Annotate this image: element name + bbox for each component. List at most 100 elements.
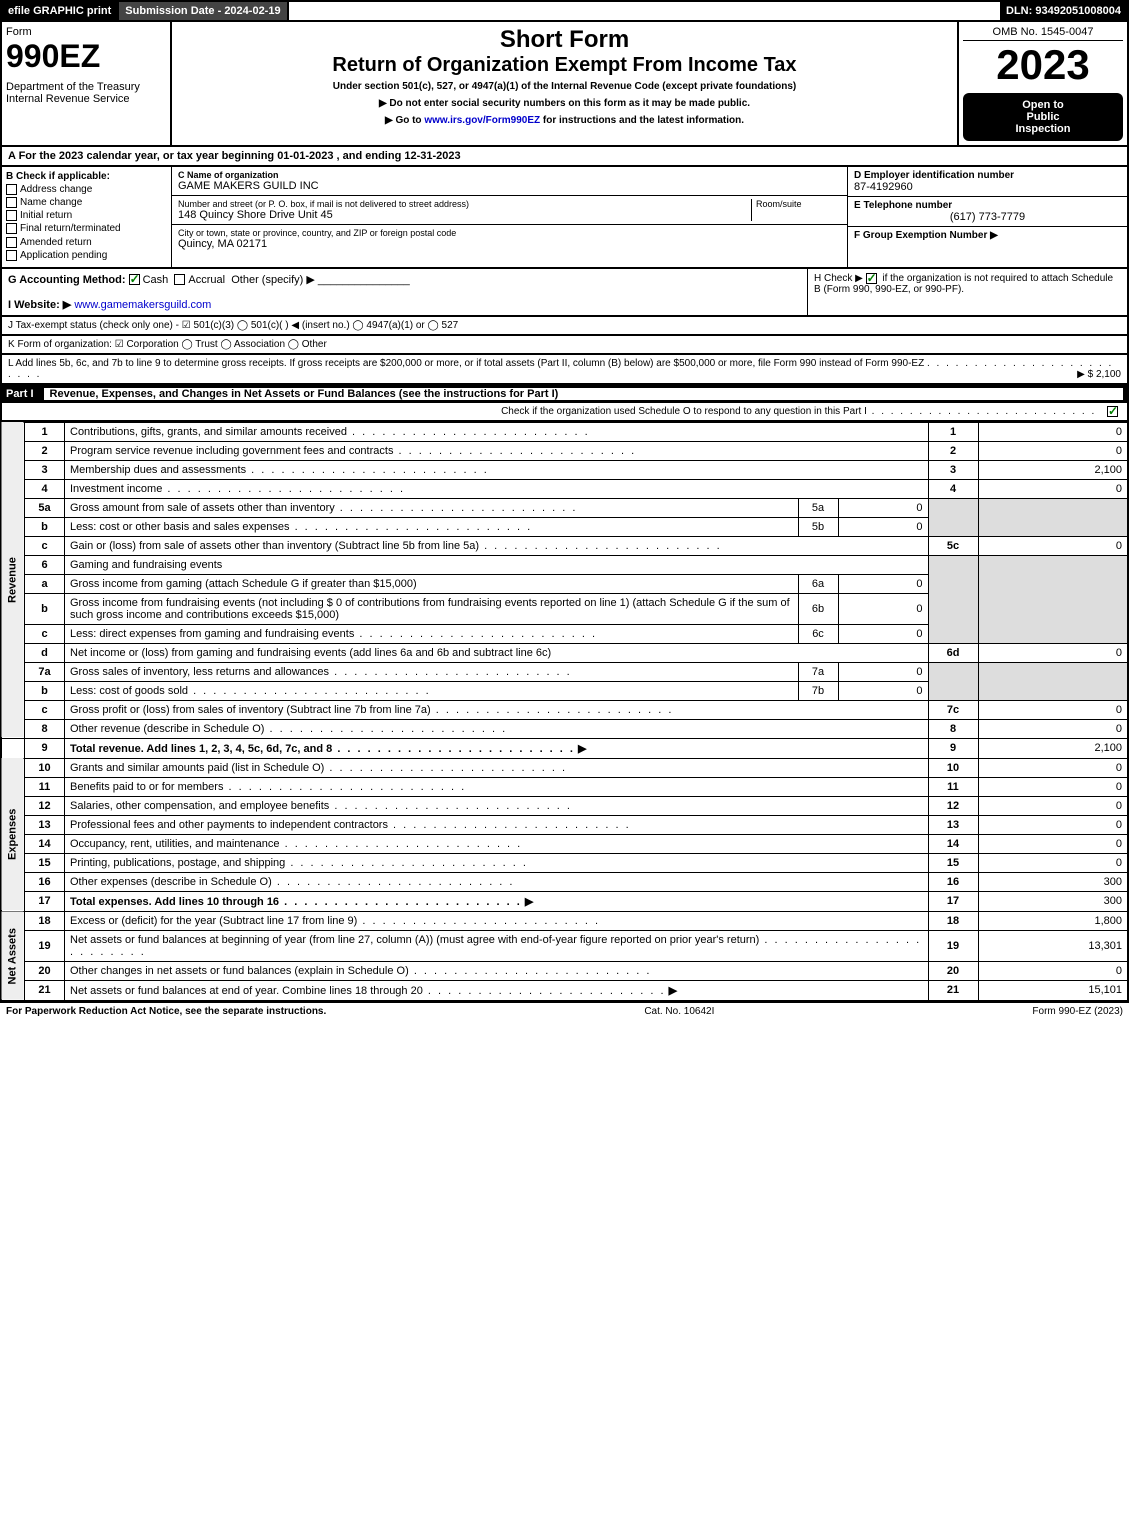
open3: Inspection: [969, 123, 1117, 135]
revenue-label: Revenue: [1, 422, 25, 738]
part1-title: Revenue, Expenses, and Changes in Net As…: [44, 388, 1123, 400]
l15-num: 15: [25, 853, 65, 872]
addr: 148 Quincy Shore Drive Unit 45: [178, 209, 751, 221]
l21-num: 21: [25, 980, 65, 1001]
city: Quincy, MA 02171: [178, 238, 841, 250]
l20-amt: 0: [978, 961, 1128, 980]
part1-label: Part I: [6, 388, 44, 400]
l10-amt: 0: [978, 758, 1128, 777]
l6b-num: b: [25, 593, 65, 624]
chk-address: Address change: [6, 184, 167, 195]
l7c-desc: Gross profit or (loss) from sales of inv…: [70, 704, 673, 716]
accrual-label: Accrual: [188, 274, 225, 286]
l7b-desc: Less: cost of goods sold: [70, 685, 431, 697]
chk-pending: Application pending: [6, 250, 167, 261]
section-a: A For the 2023 calendar year, or tax yea…: [0, 147, 1129, 167]
l4-amt: 0: [978, 479, 1128, 498]
chk-cash[interactable]: [129, 274, 140, 285]
l2-col: 2: [928, 441, 978, 460]
l7c-amt: 0: [978, 700, 1128, 719]
efile-label[interactable]: efile GRAPHIC print: [2, 2, 119, 20]
col-b-title: B Check if applicable:: [6, 171, 167, 182]
irs-link[interactable]: www.irs.gov/Form990EZ: [424, 115, 540, 126]
note2-pre: ▶ Go to: [385, 115, 424, 126]
form-label: Form: [6, 26, 166, 38]
chk-schedule-b[interactable]: [866, 273, 877, 284]
l5a-sub: 5a: [798, 498, 838, 517]
l17-desc: Total expenses. Add lines 10 through 16: [70, 896, 522, 908]
col-de: D Employer identification number 87-4192…: [847, 167, 1127, 267]
l21-col: 21: [928, 980, 978, 1001]
l5b-sub: 5b: [798, 517, 838, 536]
form-header: Form 990EZ Department of the Treasury In…: [0, 22, 1129, 147]
i-label: I Website: ▶: [8, 299, 71, 311]
l10-desc: Grants and similar amounts paid (list in…: [70, 762, 567, 774]
l5c-desc: Gain or (loss) from sale of assets other…: [70, 540, 722, 552]
l16-col: 16: [928, 872, 978, 891]
expenses-label: Expenses: [1, 758, 25, 911]
l1-desc: Contributions, gifts, grants, and simila…: [70, 426, 590, 438]
l13-col: 13: [928, 815, 978, 834]
part1-check-note: Check if the organization used Schedule …: [501, 406, 1096, 417]
col-b: B Check if applicable: Address change Na…: [2, 167, 172, 267]
footer-left: For Paperwork Reduction Act Notice, see …: [6, 1006, 326, 1017]
l19-amt: 13,301: [978, 930, 1128, 961]
part1-check-row: Check if the organization used Schedule …: [0, 403, 1129, 422]
l17-col: 17: [928, 891, 978, 911]
lines-table: Revenue 1 Contributions, gifts, grants, a…: [0, 422, 1129, 1002]
l7b-num: b: [25, 681, 65, 700]
open-public: Open to Public Inspection: [963, 93, 1123, 141]
chk-schedule-o[interactable]: [1107, 406, 1118, 417]
l6b-subamt: 0: [838, 593, 928, 624]
l9-num: 9: [25, 738, 65, 758]
g-label: G Accounting Method:: [8, 274, 126, 286]
col-c: C Name of organization GAME MAKERS GUILD…: [172, 167, 847, 267]
l6c-subamt: 0: [838, 624, 928, 643]
l17-num: 17: [25, 891, 65, 911]
subtitle: Under section 501(c), 527, or 4947(a)(1)…: [176, 81, 953, 92]
l13-desc: Professional fees and other payments to …: [70, 819, 631, 831]
l19-num: 19: [25, 930, 65, 961]
ein-label: D Employer identification number: [854, 170, 1121, 181]
l12-num: 12: [25, 796, 65, 815]
l5b-subamt: 0: [838, 517, 928, 536]
l15-desc: Printing, publications, postage, and shi…: [70, 857, 528, 869]
addr-label: Number and street (or P. O. box, if mail…: [178, 199, 751, 209]
l1-col: 1: [928, 422, 978, 441]
l-text: L Add lines 5b, 6c, and 7b to line 9 to …: [8, 358, 924, 369]
l2-amt: 0: [978, 441, 1128, 460]
row-gh: G Accounting Method: Cash Accrual Other …: [0, 269, 1129, 317]
footer-right: Form 990-EZ (2023): [1032, 1006, 1123, 1017]
l6d-desc: Net income or (loss) from gaming and fun…: [65, 643, 929, 662]
l12-desc: Salaries, other compensation, and employ…: [70, 800, 572, 812]
top-bar: efile GRAPHIC print Submission Date - 20…: [0, 0, 1129, 22]
l7c-num: c: [25, 700, 65, 719]
l11-amt: 0: [978, 777, 1128, 796]
l6d-num: d: [25, 643, 65, 662]
room-label: Room/suite: [756, 199, 841, 209]
chk-accrual[interactable]: [174, 274, 185, 285]
l5c-num: c: [25, 536, 65, 555]
l1-num: 1: [25, 422, 65, 441]
l6c-sub: 6c: [798, 624, 838, 643]
l15-amt: 0: [978, 853, 1128, 872]
l5a-num: 5a: [25, 498, 65, 517]
phone: (617) 773-7779: [854, 211, 1121, 223]
dept: Department of the Treasury: [6, 81, 166, 93]
col-g: G Accounting Method: Cash Accrual Other …: [2, 269, 807, 315]
group-exempt: F Group Exemption Number ▶: [848, 227, 1127, 244]
l14-num: 14: [25, 834, 65, 853]
l18-num: 18: [25, 911, 65, 930]
l6b-sub: 6b: [798, 593, 838, 624]
col-h: H Check ▶ if the organization is not req…: [807, 269, 1127, 315]
cash-label: Cash: [143, 274, 169, 286]
chk-amended: Amended return: [6, 237, 167, 248]
l6-num: 6: [25, 555, 65, 574]
l18-col: 18: [928, 911, 978, 930]
form-number: 990EZ: [6, 38, 166, 75]
l2-num: 2: [25, 441, 65, 460]
l3-col: 3: [928, 460, 978, 479]
l6c-num: c: [25, 624, 65, 643]
website-link[interactable]: www.gamemakersguild.com: [74, 299, 211, 311]
l9-desc: Total revenue. Add lines 1, 2, 3, 4, 5c,…: [70, 743, 575, 755]
